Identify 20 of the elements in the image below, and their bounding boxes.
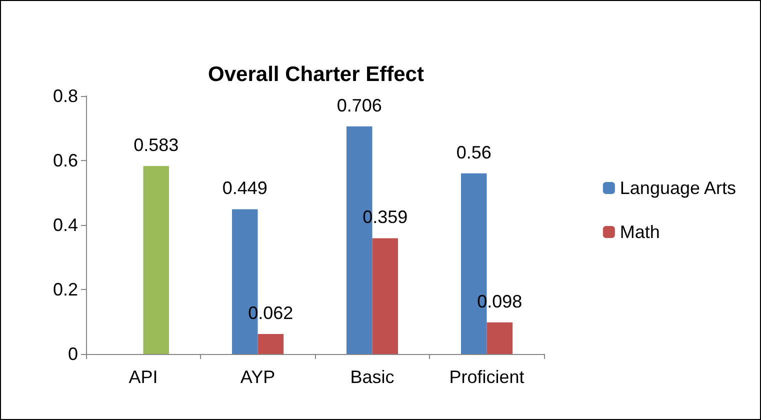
legend-label: Language Arts [620,178,736,198]
x-tick-label: API [128,367,158,387]
x-tick-label: Proficient [449,367,524,387]
bar [143,166,170,354]
data-label: 0.583 [134,134,179,155]
data-label: 0.706 [336,95,382,116]
bar [258,334,284,354]
y-tick-label: 0.4 [52,215,78,235]
y-tick-label: 0.6 [52,150,78,170]
y-tick-label: 0.2 [52,280,78,300]
bar [486,322,513,354]
y-tick-label: 0.8 [52,86,78,106]
legend-label: Math [620,222,660,242]
x-tick-label: AYP [240,367,276,387]
bar [372,238,398,354]
y-tick-label: 0 [68,344,78,364]
chart-title: Overall Charter Effect [208,63,424,86]
data-label: 0.56 [456,142,492,162]
data-label: 0.449 [222,178,268,198]
x-tick-label: Basic [350,367,394,387]
